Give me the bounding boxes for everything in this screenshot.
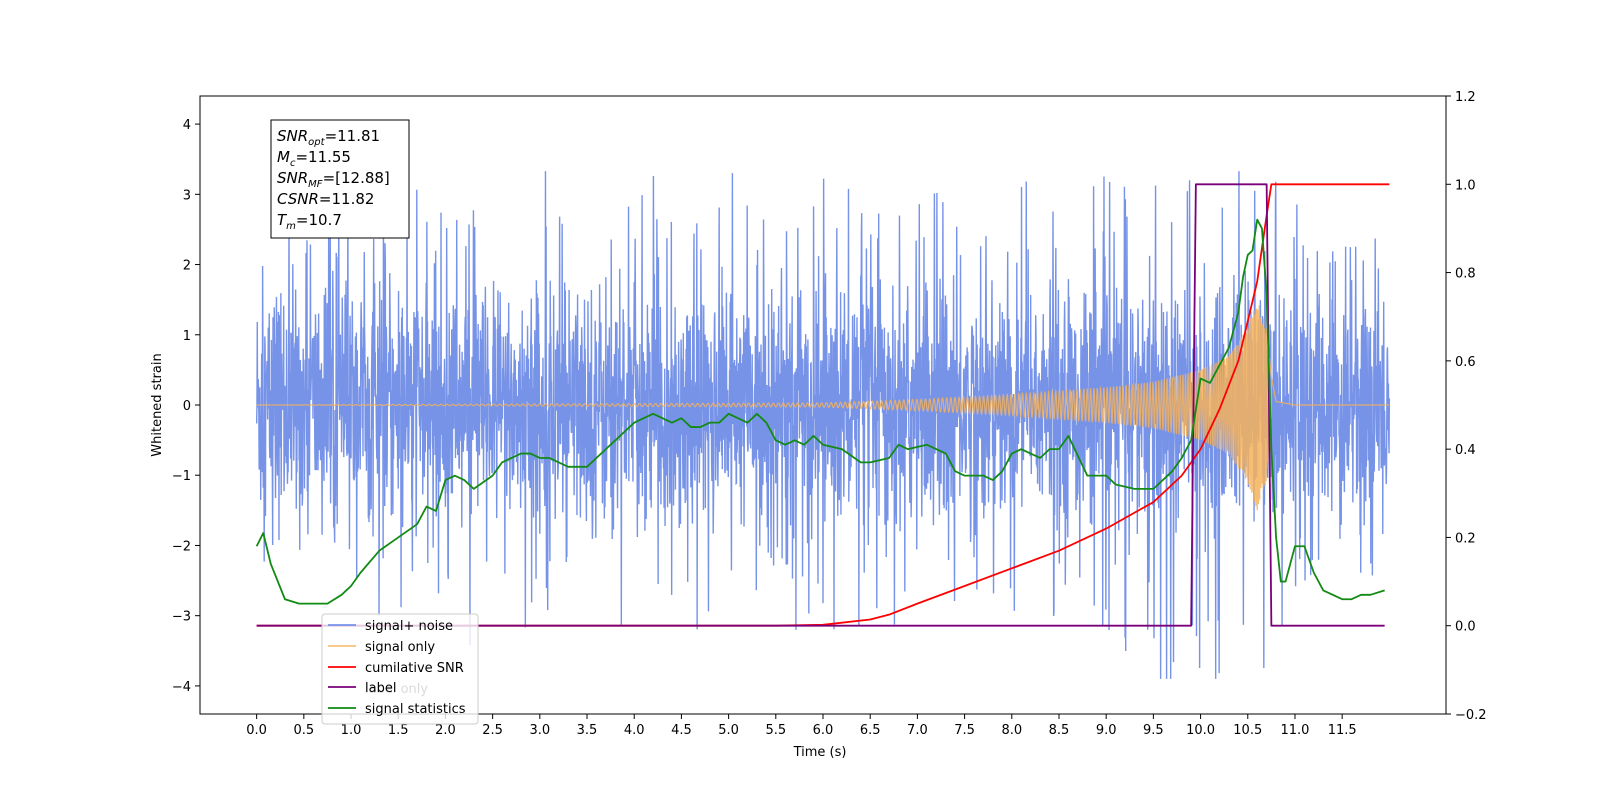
y-tick-label: 3	[183, 188, 191, 203]
y-tick-label: 1	[183, 329, 191, 344]
legend-label: cumilative SNR	[365, 661, 464, 676]
y-axis-label: Whitened strain	[150, 353, 165, 456]
legend-label: signal statistics	[365, 702, 466, 717]
x-tick-label: 10.5	[1233, 723, 1262, 738]
x-tick-label: 9.0	[1096, 723, 1117, 738]
x-tick-label: 7.5	[954, 723, 975, 738]
y-tick-label: −3	[172, 610, 191, 625]
x-tick-label: 10.0	[1186, 723, 1215, 738]
series-signal-statistics	[255, 218, 1385, 605]
y2-tick-label: 1.0	[1455, 178, 1476, 193]
x-tick-label: 1.0	[341, 723, 362, 738]
x-tick-label: 6.5	[860, 723, 881, 738]
legend-frame	[321, 613, 479, 725]
x-tick-label: 9.5	[1143, 723, 1164, 738]
annotation-line: CSNR=11.82	[277, 190, 374, 208]
legend-label: label	[365, 681, 396, 696]
y2-tick-label: 0.8	[1455, 267, 1476, 282]
y2-tick-label: 1.2	[1455, 90, 1476, 105]
x-tick-label: 11.0	[1280, 723, 1309, 738]
y-tick-label: −4	[172, 680, 191, 695]
legend-items: signal+ noise signal only cumilative SNR la…	[328, 619, 466, 717]
x-tick-label: 6.0	[813, 723, 834, 738]
y-tick-label: 2	[183, 259, 191, 274]
x-tick-label: 8.0	[1001, 723, 1022, 738]
y2-tick-label: 0.0	[1455, 620, 1476, 635]
y-tick-label: 4	[183, 118, 191, 133]
annotation-line: SNRopt=11.81	[277, 127, 380, 148]
x-tick-label: 11.5	[1328, 723, 1357, 738]
series-label	[256, 183, 1385, 627]
plot-area	[255, 171, 1391, 679]
x-tick-label: 2.0	[435, 723, 456, 738]
x-tick-label: 2.5	[482, 723, 503, 738]
x-tick-label: 3.5	[577, 723, 598, 738]
y2-tick-label: −0.2	[1455, 708, 1487, 723]
x-tick-label: 5.5	[765, 723, 786, 738]
y-tick-label: −2	[172, 539, 191, 554]
x-tick-label: 5.0	[718, 723, 739, 738]
y2-tick-label: 0.2	[1455, 531, 1476, 546]
legend-label: label only	[365, 682, 428, 697]
y-tick-label: 0	[183, 399, 191, 414]
x-tick-label: 4.0	[624, 723, 645, 738]
x-tick-label: 7.0	[907, 723, 928, 738]
x-tick-label: 8.5	[1049, 723, 1070, 738]
annotation-lines: SNRopt=11.81Mc=11.55SNRMF=[12.88]CSNR=11…	[277, 127, 390, 232]
series-cumulative-snr	[256, 183, 1390, 627]
x-tick-label: 0.0	[246, 723, 267, 738]
annotation-box: SNRopt=11.81Mc=11.55SNRMF=[12.88]CSNR=11…	[270, 119, 410, 239]
x-tick-label: 1.5	[388, 723, 409, 738]
legend: signal+ noise signal only cumilative SNR la…	[321, 613, 479, 725]
annotation-line: Mc=11.55	[277, 148, 351, 169]
y2-tick-label: 0.4	[1455, 443, 1476, 458]
axis-ticks: 0.0 0.5 1.0 1.5 2.0 2.5 3.0 3.5 4.0 4.5 5.0 5.5 6.0 6…	[172, 90, 1487, 738]
y2-tick-label: 0.6	[1455, 355, 1476, 370]
legend-label: signal only	[365, 640, 435, 655]
legend-label: signal+ noise	[365, 619, 453, 634]
y-tick-label: −1	[172, 469, 191, 484]
x-tick-label: 4.5	[671, 723, 692, 738]
series-signal-plus-noise	[255, 171, 1391, 679]
annotation-line: SNRMF=[12.88]	[277, 169, 390, 190]
annotation-frame	[270, 119, 410, 239]
x-tick-label: 0.5	[293, 723, 314, 738]
x-axis-label: Time (s)	[793, 745, 847, 760]
annotation-line: Tm=10.7	[277, 211, 342, 232]
x-tick-label: 3.0	[529, 723, 550, 738]
